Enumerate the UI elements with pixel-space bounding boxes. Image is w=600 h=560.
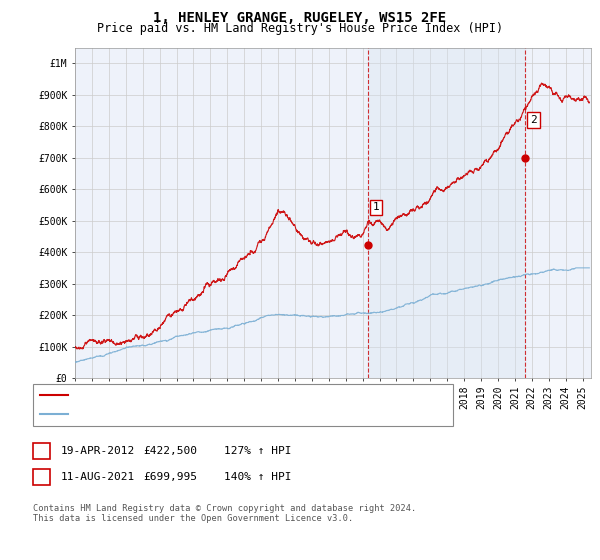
Text: 140% ↑ HPI: 140% ↑ HPI	[224, 472, 292, 482]
Text: 1: 1	[38, 444, 45, 458]
Text: Price paid vs. HM Land Registry's House Price Index (HPI): Price paid vs. HM Land Registry's House …	[97, 22, 503, 35]
Text: £422,500: £422,500	[143, 446, 197, 456]
Text: 127% ↑ HPI: 127% ↑ HPI	[224, 446, 292, 456]
Text: 11-AUG-2021: 11-AUG-2021	[61, 472, 135, 482]
Text: 2: 2	[38, 470, 45, 484]
Bar	[368, 48, 525, 378]
Text: Contains HM Land Registry data © Crown copyright and database right 2024.
This d: Contains HM Land Registry data © Crown c…	[33, 504, 416, 524]
Text: HPI: Average price, detached house, Cannock Chase: HPI: Average price, detached house, Cann…	[74, 409, 380, 419]
Text: 2: 2	[530, 115, 537, 125]
Text: 19-APR-2012: 19-APR-2012	[61, 446, 135, 456]
Text: 1, HENLEY GRANGE, RUGELEY, WS15 2FE (detached house): 1, HENLEY GRANGE, RUGELEY, WS15 2FE (det…	[74, 390, 399, 400]
Text: 1: 1	[373, 202, 379, 212]
Text: 1, HENLEY GRANGE, RUGELEY, WS15 2FE: 1, HENLEY GRANGE, RUGELEY, WS15 2FE	[154, 11, 446, 25]
Text: £699,995: £699,995	[143, 472, 197, 482]
